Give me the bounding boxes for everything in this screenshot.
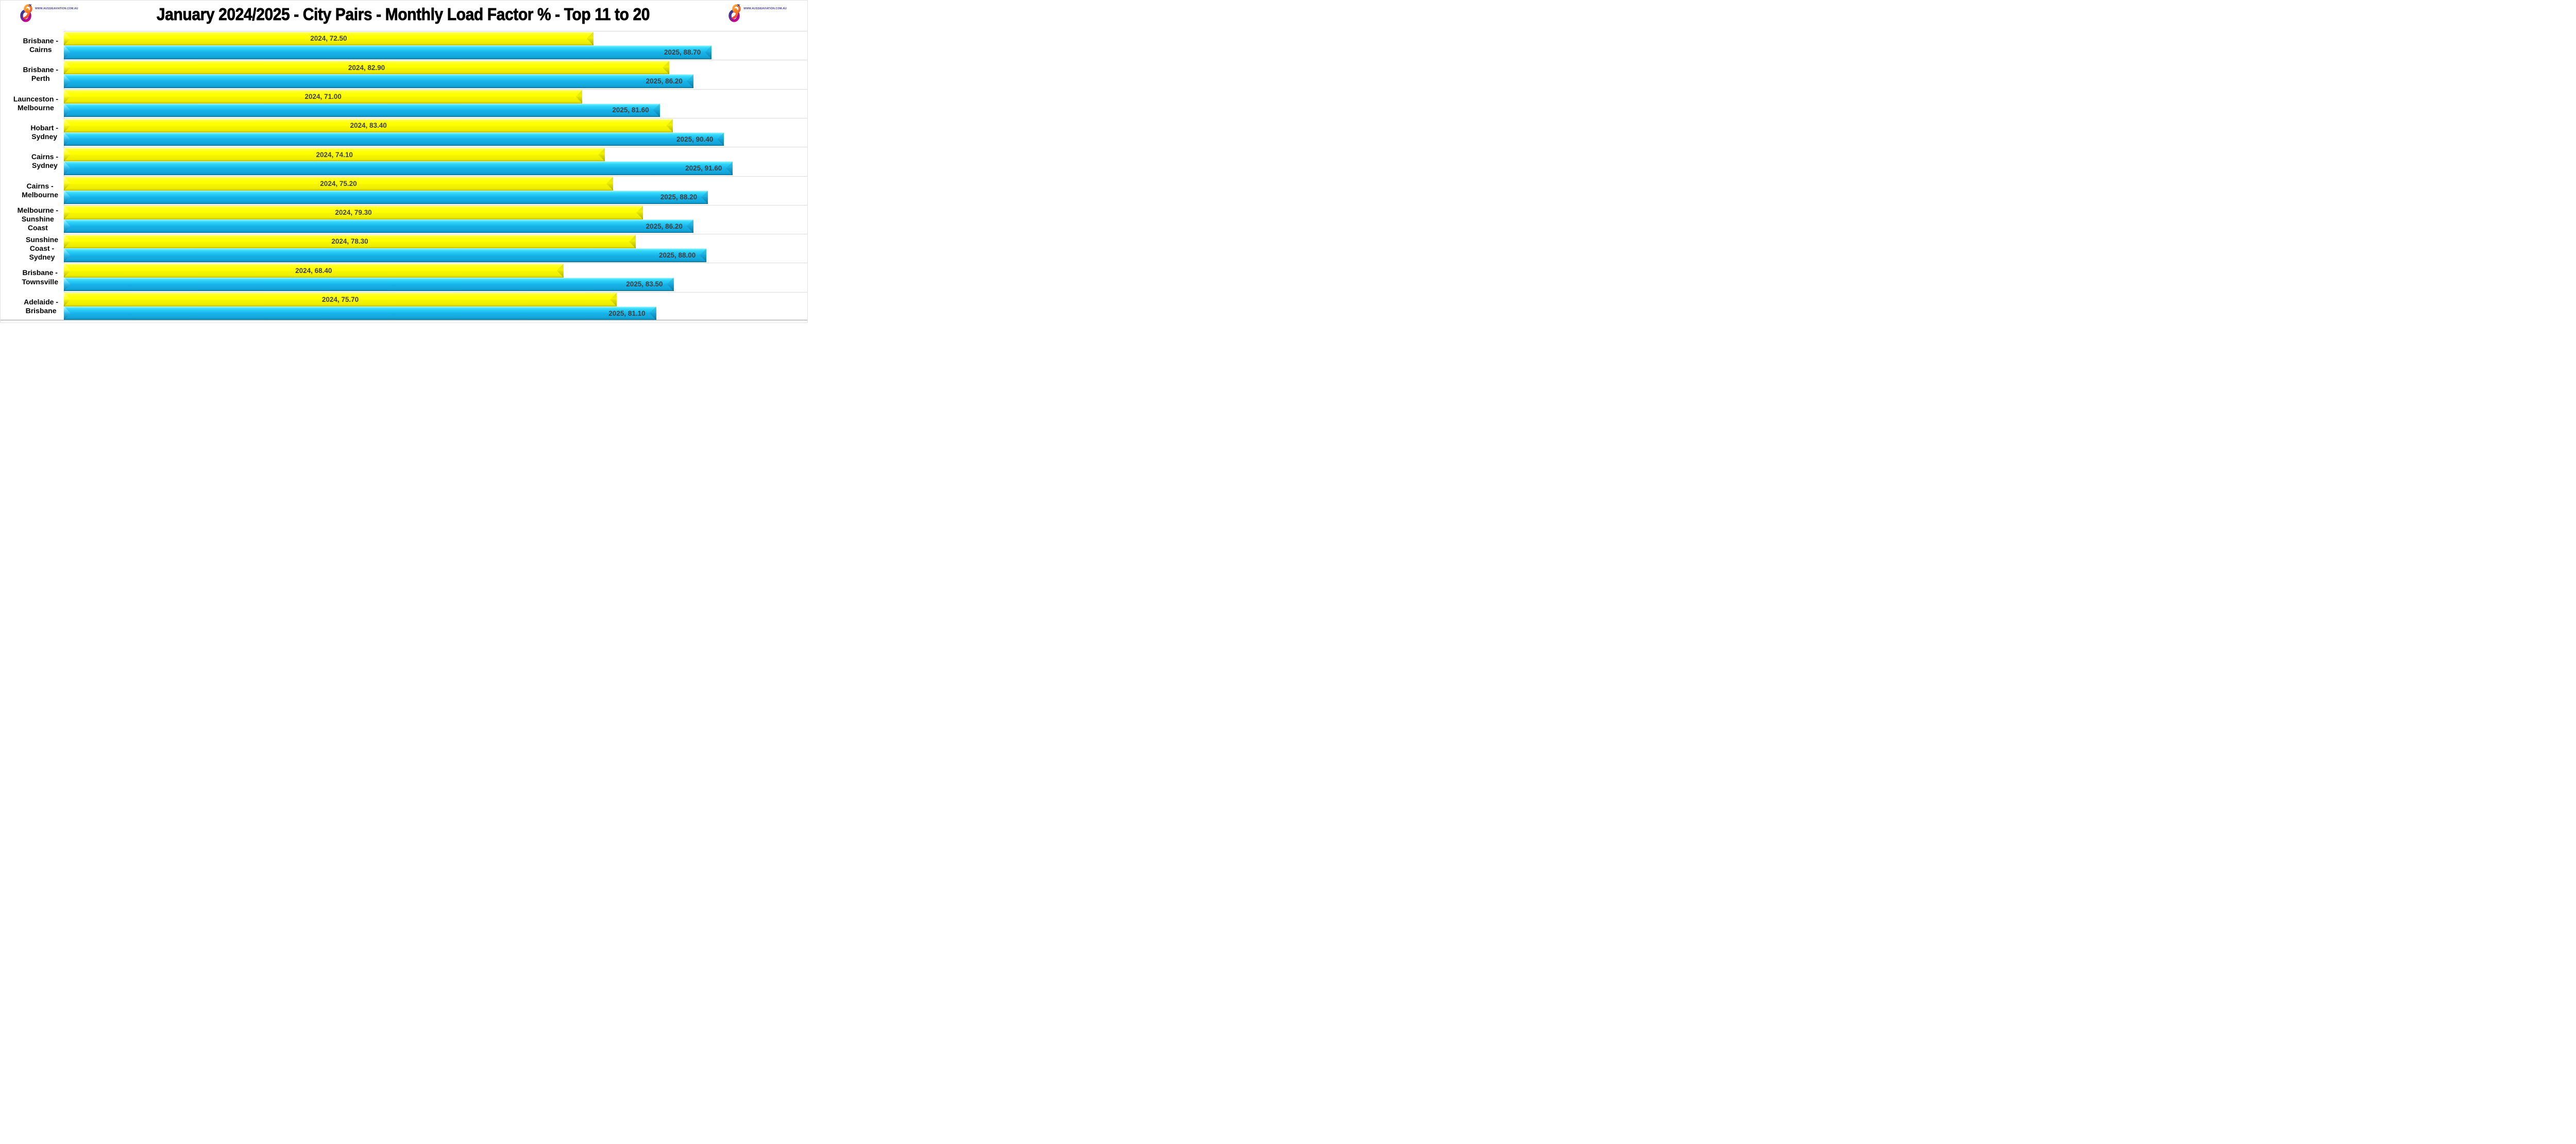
bar-2025: 2025, 81.10 (64, 306, 656, 320)
bar-2025: 2025, 88.00 (64, 248, 707, 262)
bar-value-label: 2024, 79.30 (335, 209, 372, 217)
bar-2024: 2024, 74.10 (64, 147, 605, 162)
category-row: Sunshine Coast - Sydney 2024, 78.30 2025… (1, 234, 807, 263)
chart-canvas: ✈ WWW.AUSSIEAVIATION.COM.AU January 2024… (0, 0, 808, 323)
category-label: Sunshine Coast - Sydney (1, 234, 64, 263)
bar-2025: 2025, 86.20 (64, 74, 693, 88)
bar-track: 2024, 74.10 2025, 91.60 (64, 147, 807, 176)
bar-value-label: 2024, 68.40 (295, 266, 332, 275)
bar-track: 2024, 75.70 2025, 81.10 (64, 292, 807, 321)
bar-2025: 2025, 83.50 (64, 277, 674, 291)
category-label-text: Launceston - Melbourne (13, 94, 58, 112)
bar-value-label: 2024, 75.70 (321, 296, 359, 304)
bar-track: 2024, 75.20 2025, 88.20 (64, 176, 807, 204)
bar-value-label: 2025, 88.00 (659, 251, 696, 259)
category-row: Brisbane - Cairns 2024, 72.50 2025, 88.7… (1, 31, 807, 60)
category-row: Brisbane - Perth 2024, 82.90 2025, 86.20 (1, 60, 807, 89)
bar-2024: 2024, 68.40 (64, 264, 564, 278)
bar-value-label: 2025, 88.70 (664, 48, 701, 56)
bar-track: 2024, 79.30 2025, 86.20 (64, 205, 807, 234)
bar-track: 2024, 72.50 2025, 88.70 (64, 31, 807, 60)
category-label: Cairns - Sydney (1, 147, 64, 176)
page-title: January 2024/2025 - City Pairs - Monthly… (156, 5, 650, 25)
bar-2024: 2024, 75.20 (64, 177, 613, 191)
plane-icon: ✈ (736, 4, 742, 9)
brand-url-left: WWW.AUSSIEAVIATION.COM.AU (35, 7, 78, 10)
brand-url-right: WWW.AUSSIEAVIATION.COM.AU (743, 7, 787, 10)
bar-value-label: 2024, 82.90 (348, 63, 385, 72)
bar-value-label: 2024, 71.00 (304, 93, 342, 100)
bar-2025: 2025, 88.70 (64, 45, 712, 59)
bar-value-label: 2024, 74.10 (316, 150, 353, 159)
bar-value-label: 2025, 86.20 (646, 77, 683, 86)
category-row: Cairns - Sydney 2024, 74.10 2025, 91.60 (1, 147, 807, 176)
bar-2025: 2025, 88.20 (64, 190, 708, 204)
bar-value-label: 2025, 81.10 (608, 309, 646, 317)
bar-2025: 2025, 90.40 (64, 132, 724, 146)
category-label: Brisbane - Townsville (1, 263, 64, 292)
category-label-text: Brisbane - Cairns (23, 37, 58, 54)
bar-2024: 2024, 71.00 (64, 90, 583, 104)
bar-2024: 2024, 79.30 (64, 206, 643, 219)
category-label-text: Adelaide - Brisbane (24, 297, 58, 315)
bar-rows: Brisbane - Cairns 2024, 72.50 2025, 88.7… (1, 31, 807, 321)
bar-2024: 2024, 83.40 (64, 118, 673, 133)
category-row: Launceston - Melbourne 2024, 71.00 2025,… (1, 89, 807, 118)
brand-logo-right: ✈ WWW.AUSSIEAVIATION.COM.AU (728, 1, 787, 22)
bar-2024: 2024, 72.50 (64, 31, 594, 46)
bar-2024: 2024, 75.70 (64, 293, 617, 306)
category-label-text: Sunshine Coast - Sydney (25, 235, 58, 261)
category-row: Melbourne - Sunshine Coast 2024, 79.30 2… (1, 205, 807, 234)
bottom-axis-line (1, 319, 807, 321)
brand-logo-left: ✈ WWW.AUSSIEAVIATION.COM.AU (20, 1, 78, 22)
bar-value-label: 2025, 86.20 (646, 222, 683, 230)
aussie-aviation-8-icon: ✈ (20, 4, 33, 22)
category-row: Brisbane - Townsville 2024, 68.40 2025, … (1, 263, 807, 292)
category-label: Brisbane - Cairns (1, 31, 64, 60)
aussie-aviation-8-icon: ✈ (728, 4, 742, 22)
bar-track: 2024, 78.30 2025, 88.00 (64, 234, 807, 263)
category-label: Cairns - Melbourne (1, 176, 64, 204)
category-label: Hobart - Sydney (1, 118, 64, 147)
category-row: Hobart - Sydney 2024, 83.40 2025, 90.40 (1, 118, 807, 147)
category-label: Adelaide - Brisbane (1, 292, 64, 321)
bar-2025: 2025, 86.20 (64, 219, 693, 233)
plot-area: Brisbane - Cairns 2024, 72.50 2025, 88.7… (1, 31, 807, 321)
category-label: Launceston - Melbourne (1, 89, 64, 118)
category-label-text: Cairns - Sydney (31, 152, 58, 170)
category-label-text: Melbourne - Sunshine Coast (17, 206, 58, 232)
bar-value-label: 2025, 81.60 (612, 106, 649, 114)
bar-2025: 2025, 81.60 (64, 103, 660, 117)
bar-value-label: 2024, 83.40 (350, 122, 387, 130)
category-row: Cairns - Melbourne 2024, 75.20 2025, 88.… (1, 176, 807, 204)
bar-value-label: 2024, 75.20 (320, 179, 357, 187)
bar-track: 2024, 82.90 2025, 86.20 (64, 60, 807, 89)
gridline (64, 292, 807, 293)
plane-icon: ✈ (27, 4, 33, 9)
bar-value-label: 2025, 83.50 (626, 280, 663, 288)
category-label-text: Cairns - Melbourne (22, 181, 58, 199)
chart-header: ✈ WWW.AUSSIEAVIATION.COM.AU January 2024… (1, 1, 807, 31)
category-label-text: Brisbane - Townsville (22, 268, 58, 286)
bar-2025: 2025, 91.60 (64, 161, 733, 175)
bar-value-label: 2024, 78.30 (331, 237, 368, 246)
category-row: Adelaide - Brisbane 2024, 75.70 2025, 81… (1, 292, 807, 321)
gridline (64, 89, 807, 90)
bar-value-label: 2025, 91.60 (685, 164, 722, 173)
bar-value-label: 2025, 90.40 (676, 135, 714, 143)
category-label-text: Hobart - Sydney (30, 123, 58, 141)
category-label: Brisbane - Perth (1, 60, 64, 89)
bar-track: 2024, 83.40 2025, 90.40 (64, 118, 807, 147)
category-label: Melbourne - Sunshine Coast (1, 205, 64, 234)
bar-2024: 2024, 82.90 (64, 60, 670, 75)
bar-2024: 2024, 78.30 (64, 234, 636, 249)
bar-track: 2024, 71.00 2025, 81.60 (64, 89, 807, 118)
gridline (64, 204, 807, 206)
category-label-text: Brisbane - Perth (23, 65, 58, 83)
bar-value-label: 2024, 72.50 (310, 35, 347, 43)
gridline (64, 176, 807, 177)
bar-track: 2024, 68.40 2025, 83.50 (64, 263, 807, 292)
bar-value-label: 2025, 88.20 (660, 193, 698, 201)
